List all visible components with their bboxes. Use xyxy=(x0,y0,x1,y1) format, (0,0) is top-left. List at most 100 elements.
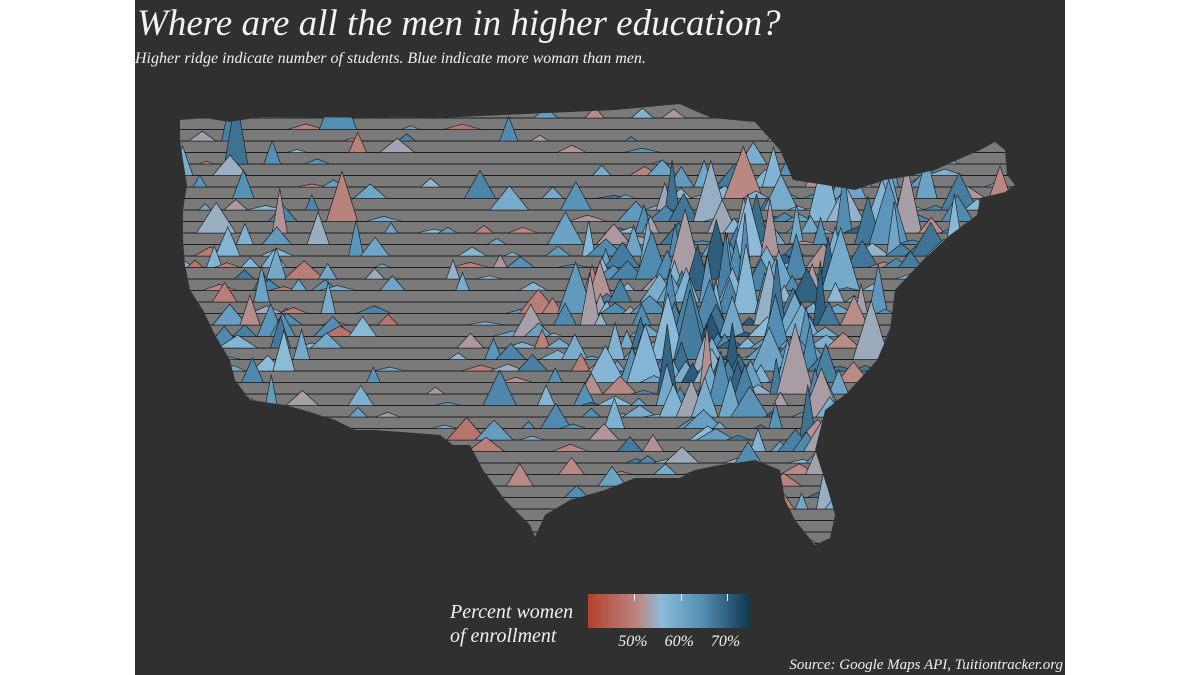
ridge-peak xyxy=(364,267,386,280)
ridge-peak xyxy=(768,401,783,429)
ridge-peak xyxy=(927,263,965,291)
ridge-peak xyxy=(682,409,724,429)
ridge-peak xyxy=(482,369,517,406)
ridge-peak xyxy=(925,135,960,153)
ridge-peak xyxy=(499,115,519,142)
ridge-peak xyxy=(239,294,261,326)
ridge-peak xyxy=(585,345,626,383)
ridge-peak xyxy=(292,328,311,360)
ridge-peak xyxy=(261,226,292,245)
ridge-peak xyxy=(901,113,937,119)
ridge-peak xyxy=(489,185,530,211)
ridge-peak xyxy=(410,481,441,487)
ridge-peak xyxy=(861,511,895,521)
ridge-peak xyxy=(852,467,876,487)
ridge-peak xyxy=(1024,318,1037,325)
ridge-peak xyxy=(859,173,873,188)
ridge-peak xyxy=(837,465,864,487)
ridge-peak xyxy=(523,322,554,337)
ridge-peak xyxy=(349,454,387,475)
ridge-peak xyxy=(761,145,785,188)
ridge-peak xyxy=(951,383,969,395)
ridge-peak xyxy=(539,403,572,429)
ridge-peak xyxy=(536,384,556,406)
ridge-peak xyxy=(990,264,1015,268)
ridge-peak xyxy=(259,431,299,441)
ridge-peak xyxy=(194,510,211,521)
ridge-peak xyxy=(876,308,894,314)
ridge-peak xyxy=(948,112,979,119)
ridge-peak xyxy=(320,281,336,314)
ridge-peak xyxy=(223,199,249,211)
ridge-peak xyxy=(379,137,416,153)
ridge-peak xyxy=(797,146,837,153)
ridge-peak xyxy=(247,424,265,429)
ridge-peak xyxy=(965,405,989,429)
ridge-peak xyxy=(263,536,283,544)
ridge-peak xyxy=(630,397,648,406)
ridge-peak xyxy=(556,263,590,268)
ridge-peak xyxy=(561,333,589,360)
ridge-peak xyxy=(817,301,841,326)
ridge-peak xyxy=(180,407,213,418)
ridge-peak xyxy=(233,410,249,418)
ridge-peak xyxy=(186,259,204,268)
ridge-peak xyxy=(886,338,916,349)
ridge-peak xyxy=(269,286,298,291)
chart-subtitle: Higher ridge indicate number of students… xyxy=(135,50,646,67)
ridge-peak xyxy=(695,492,718,521)
ridge-peak xyxy=(286,490,323,510)
ridge-peak xyxy=(540,186,565,199)
ridge-peak xyxy=(641,433,664,452)
ridge-peak xyxy=(834,287,860,291)
ridge-peak xyxy=(913,467,937,475)
ridge-peak xyxy=(746,481,782,487)
ridge-peak xyxy=(214,226,241,257)
ridge-peak xyxy=(495,342,527,360)
ridge-peak xyxy=(863,373,888,383)
ridge-peak xyxy=(896,346,936,372)
ridge-peak xyxy=(271,458,312,464)
ridge-peak xyxy=(597,465,627,487)
ridge-peak xyxy=(611,509,627,521)
ridge-peak xyxy=(619,329,635,349)
ridge-peak xyxy=(211,389,241,406)
ridge-peak xyxy=(637,455,659,464)
ridge-peak xyxy=(845,240,880,268)
ridge-peak xyxy=(714,505,737,510)
ridge-peak xyxy=(888,149,908,153)
ridge-peak xyxy=(905,409,925,441)
ridge-peak xyxy=(923,136,958,165)
ridge-peak xyxy=(304,158,330,165)
ridge-peak xyxy=(643,480,677,498)
ridge-peak xyxy=(374,493,404,533)
ridge-peak xyxy=(455,271,470,291)
ridge-peak xyxy=(953,344,992,349)
ridge-peak xyxy=(829,449,849,464)
ridge-peak xyxy=(915,154,938,199)
legend-title-line-2: of enrollment xyxy=(450,625,557,647)
ridge-peak xyxy=(912,346,952,360)
ridge-peak xyxy=(877,388,898,395)
ridge-peak xyxy=(675,497,690,521)
ridge-peak xyxy=(940,496,974,510)
ridge-peak xyxy=(293,423,314,429)
us-ridgeline-map xyxy=(180,104,1060,545)
ridge-peak xyxy=(465,321,505,326)
ridge-peak xyxy=(936,433,976,441)
ridge-peak xyxy=(221,484,238,498)
ridge-peak xyxy=(864,157,889,165)
ridge-peak xyxy=(901,516,920,521)
ridge-peak xyxy=(736,337,759,349)
ridge-peak xyxy=(1031,228,1060,233)
ridge-peak xyxy=(616,194,635,199)
ridge-peak xyxy=(474,419,514,441)
ridge-peak xyxy=(379,275,406,291)
ridge-peak xyxy=(192,401,219,418)
ridge-peak xyxy=(593,312,608,326)
ridge-peak xyxy=(580,355,604,360)
ridge-peak xyxy=(591,164,612,176)
ridge-peak xyxy=(345,498,369,510)
ridge-peak xyxy=(420,177,442,188)
legend-tick-mark xyxy=(680,594,682,601)
